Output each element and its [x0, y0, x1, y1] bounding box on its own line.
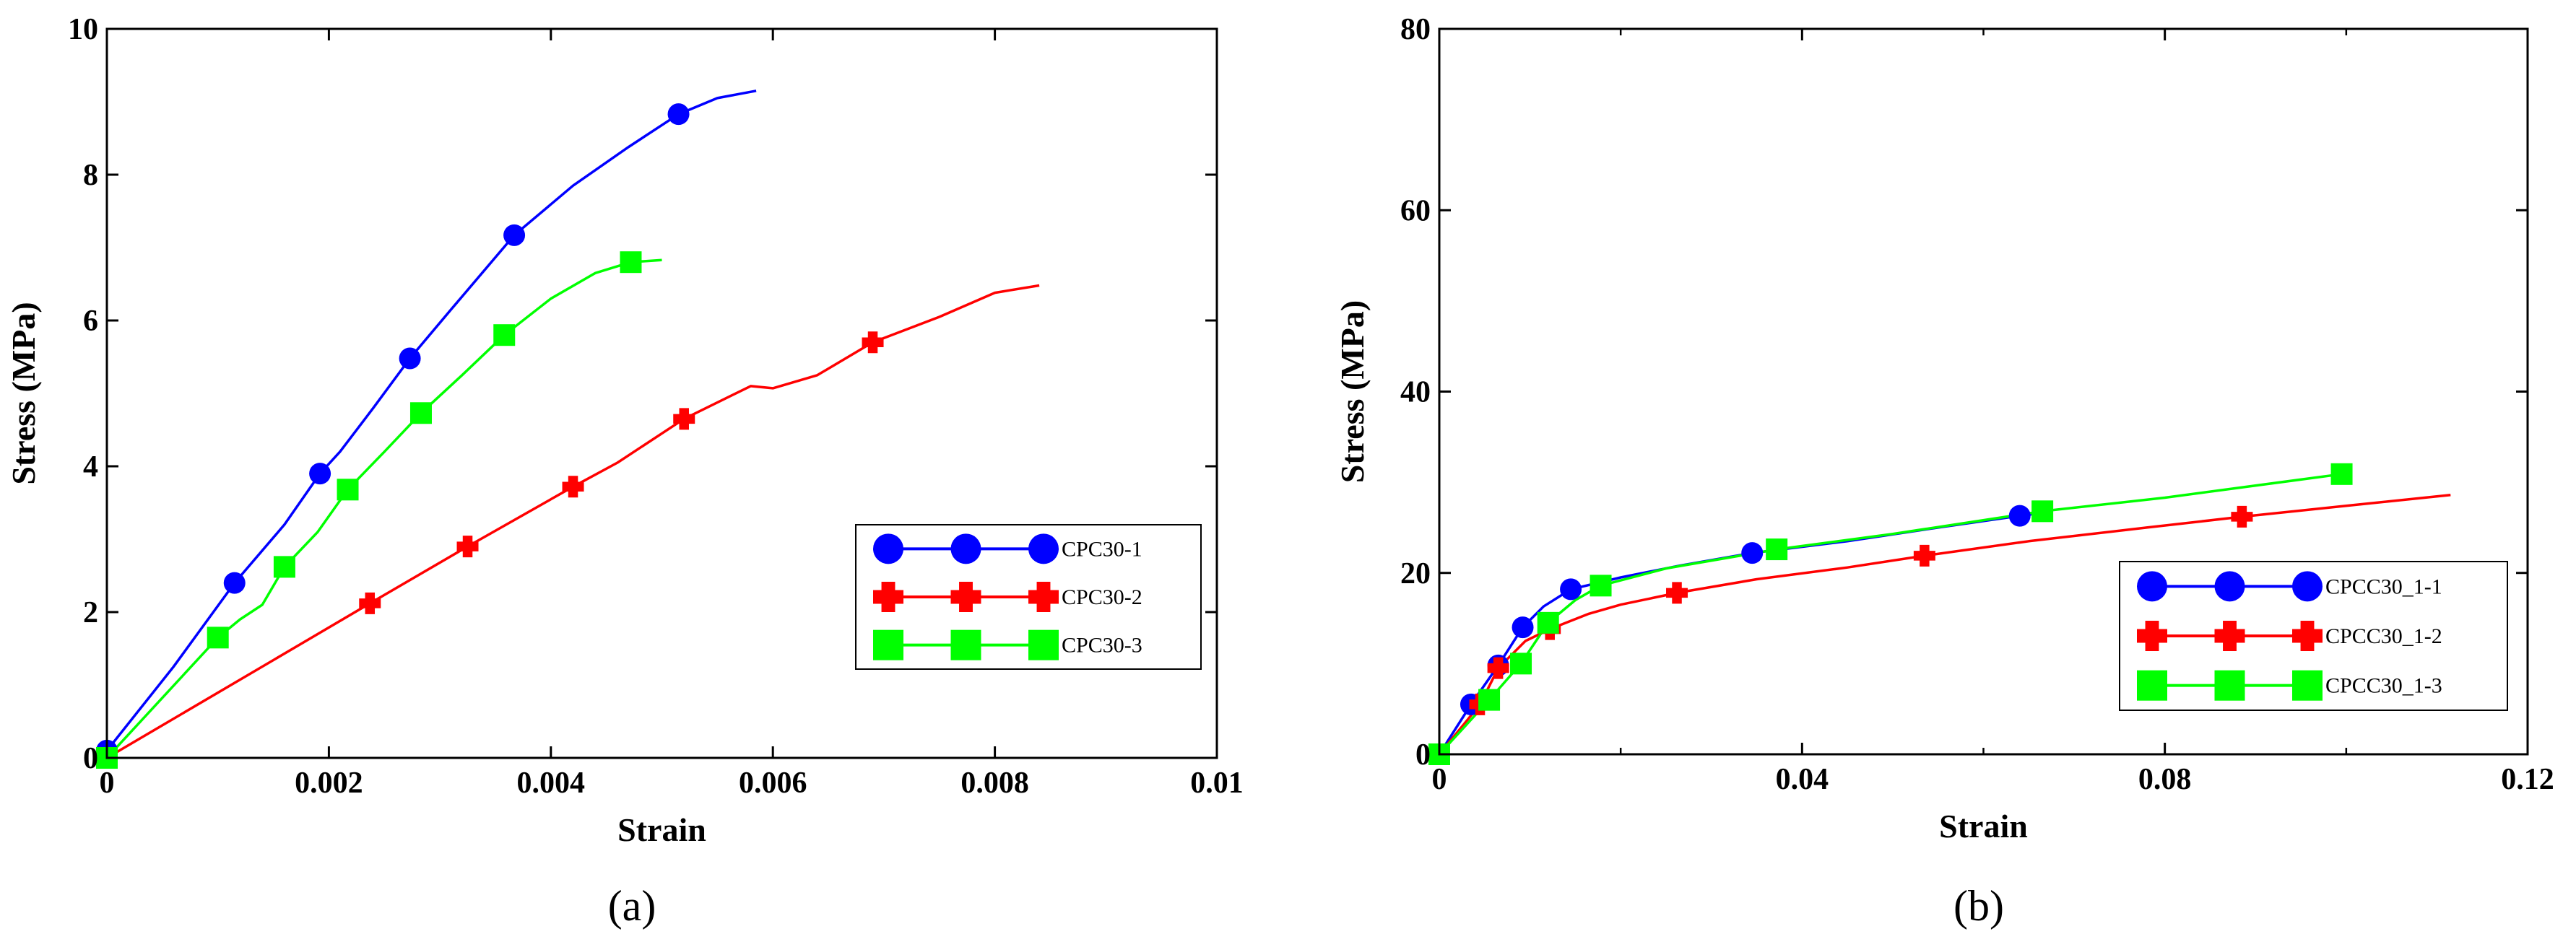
y-tick-label-a-3: 4 [83, 450, 98, 484]
data-point-a-3-3 [273, 556, 295, 578]
data-point-b-3-3 [1510, 653, 1532, 675]
legend-marker-b-1-2 [2214, 571, 2245, 602]
data-point-b-3-8 [2330, 463, 2353, 485]
legend-label-b-2: CPCC30_1-2 [2325, 624, 2442, 648]
x-tick-label-b-4: 0.12 [2501, 763, 2554, 796]
data-point-a-2-5 [862, 331, 884, 354]
chart-a: 0 0.002 0.004 0.006 0.008 0.01 0 2 4 6 8 10 Strain St… [5, 13, 1244, 930]
y-tick-label-b-3: 40 [1400, 376, 1431, 409]
data-point-b-2-6 [1913, 544, 1935, 567]
legend-marker-b-2-1 [2137, 621, 2167, 651]
data-point-b-3-4 [1537, 611, 1559, 634]
legend-marker-a-3-1 [873, 629, 903, 660]
legend-label-a-3: CPC30-3 [1062, 634, 1142, 658]
data-point-b-2-7 [2231, 505, 2253, 528]
legend-marker-b-3-1 [2137, 670, 2167, 701]
data-point-b-1-5 [1560, 578, 1582, 601]
x-tick-label-a-2: 0.002 [295, 767, 363, 800]
data-point-a-2-3 [562, 476, 584, 498]
x-axis-title-a: Strain [617, 811, 706, 848]
y-tick-label-a-2: 2 [83, 596, 98, 629]
x-tick-label-a-3: 0.004 [517, 767, 586, 800]
legend-marker-a-2-1 [873, 582, 903, 612]
data-point-b-3-2 [1478, 689, 1501, 711]
data-point-b-2-3 [1487, 657, 1509, 679]
legend-label-a-2: CPC30-2 [1062, 585, 1142, 609]
legend-marker-b-1-3 [2292, 571, 2323, 602]
data-point-a-1-4 [399, 347, 421, 370]
x-tick-label-b-2: 0.04 [1776, 763, 1829, 796]
data-point-a-3-2 [207, 627, 229, 649]
data-point-a-2-4 [673, 408, 695, 430]
y-axis-title-a: Stress (MPa) [5, 302, 42, 484]
caption-b: (b) [1953, 882, 2004, 930]
x-axis-title-b: Strain [1939, 808, 2028, 845]
legend-b: CPCC30_1-1 CPCC30_1-2 CPCC30_1-3 [2119, 561, 2508, 711]
y-tick-label-b-4: 60 [1400, 194, 1431, 227]
x-tick-label-a-1: 0 [100, 767, 115, 800]
data-point-b-3-6 [1766, 538, 1788, 561]
y-tick-label-a-1: 0 [83, 742, 98, 775]
legend-label-b-1: CPCC30_1-1 [2325, 575, 2442, 598]
y-tick-label-a-6: 10 [68, 13, 98, 46]
data-point-a-1-5 [503, 224, 526, 246]
data-point-a-2-1 [359, 592, 381, 614]
y-axis-title-b: Stress (MPa) [1334, 300, 1371, 483]
y-tick-label-b-5: 80 [1400, 13, 1431, 46]
legend-marker-a-3-3 [1028, 629, 1059, 660]
y-tick-label-b-1: 0 [1415, 738, 1431, 772]
data-point-b-1-6 [1741, 542, 1764, 564]
y-tick-label-a-5: 8 [83, 159, 98, 192]
data-point-a-3-5 [409, 402, 432, 424]
legend-marker-a-1-3 [1028, 533, 1059, 564]
data-point-a-2-2 [456, 536, 479, 558]
legend-marker-b-3-3 [2292, 670, 2323, 701]
x-tick-label-a-5: 0.008 [960, 767, 1029, 800]
x-tick-label-a-4: 0.006 [739, 767, 807, 800]
y-tick-label-a-4: 6 [83, 305, 98, 338]
legend-marker-b-2-2 [2214, 621, 2245, 651]
legend-marker-a-2-2 [950, 582, 981, 612]
data-point-a-3-4 [337, 479, 359, 501]
legend-marker-a-2-3 [1028, 582, 1059, 612]
plot-frame-a [105, 27, 1218, 759]
legend-marker-b-1-1 [2137, 571, 2167, 602]
data-point-a-3-6 [493, 324, 516, 346]
data-point-b-3-5 [1590, 575, 1612, 597]
legend-marker-a-3-2 [950, 629, 981, 660]
data-point-a-3-7 [620, 251, 642, 274]
data-point-a-1-3 [309, 463, 331, 485]
x-tick-label-b-3: 0.08 [2138, 763, 2192, 796]
legend-label-a-1: CPC30-1 [1062, 537, 1142, 561]
caption-a: (a) [608, 882, 656, 930]
data-point-a-1-6 [667, 103, 690, 126]
legend-marker-b-3-2 [2214, 670, 2245, 701]
data-point-b-1-7 [2008, 505, 2031, 527]
x-tick-label-b-1: 0 [1432, 763, 1447, 796]
legend-a: CPC30-1 CPC30-2 CPC30-3 [855, 524, 1202, 670]
x-tick-label-a-6: 0.01 [1190, 767, 1244, 800]
data-point-b-3-7 [2031, 500, 2054, 523]
legend-marker-a-1-1 [873, 533, 903, 564]
data-point-a-1-2 [223, 572, 246, 594]
chart-b: 0 0.04 0.08 0.12 0 20 40 60 80 Strain Stress (MPa)… [1334, 13, 2554, 930]
series-line-a-2 [107, 284, 1040, 758]
data-point-b-1-4 [1512, 616, 1534, 639]
legend-marker-a-1-2 [950, 533, 981, 564]
y-tick-label-b-2: 20 [1400, 557, 1431, 590]
data-point-b-2-5 [1666, 582, 1688, 604]
legend-marker-b-2-3 [2292, 621, 2323, 651]
series-line-a-3 [107, 258, 662, 758]
legend-label-b-3: CPCC30_1-3 [2325, 674, 2442, 698]
